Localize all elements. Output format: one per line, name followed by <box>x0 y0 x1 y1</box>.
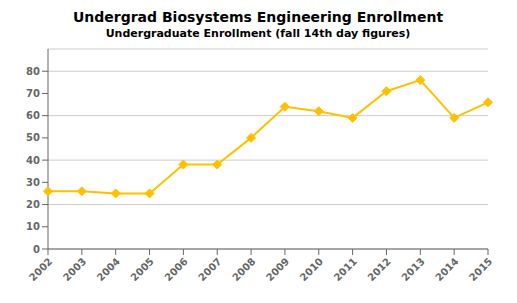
svg-text:60: 60 <box>26 110 40 121</box>
svg-text:20: 20 <box>26 199 40 210</box>
svg-text:40: 40 <box>26 155 40 166</box>
svg-text:2012: 2012 <box>365 256 392 283</box>
svg-text:0: 0 <box>33 244 40 255</box>
svg-text:30: 30 <box>26 177 40 188</box>
svg-text:70: 70 <box>26 88 40 99</box>
svg-text:80: 80 <box>26 66 40 77</box>
svg-text:2007: 2007 <box>196 256 223 283</box>
html-text:Undergraduate Enrollment (fall: Undergraduate Enrollment (fall 14th day … <box>105 27 411 40</box>
svg-text:2011: 2011 <box>332 256 359 283</box>
svg-text:2004: 2004 <box>95 256 122 283</box>
svg-text:2002: 2002 <box>27 256 54 283</box>
svg-text:10: 10 <box>26 221 40 232</box>
svg-text:2005: 2005 <box>129 256 156 283</box>
svg-text:2010: 2010 <box>298 256 325 283</box>
svg-text:2008: 2008 <box>230 256 257 283</box>
svg-text:2014: 2014 <box>433 256 460 283</box>
svg-text:2006: 2006 <box>162 256 189 283</box>
html-text:Undergrad Biosystems Engineeri: Undergrad Biosystems Engineering Enrollm… <box>72 9 444 25</box>
svg-text:2003: 2003 <box>61 256 88 283</box>
svg-text:2009: 2009 <box>264 256 291 283</box>
svg-text:2015: 2015 <box>467 256 494 283</box>
svg-text:50: 50 <box>26 132 40 143</box>
svg-text:2013: 2013 <box>399 256 426 283</box>
